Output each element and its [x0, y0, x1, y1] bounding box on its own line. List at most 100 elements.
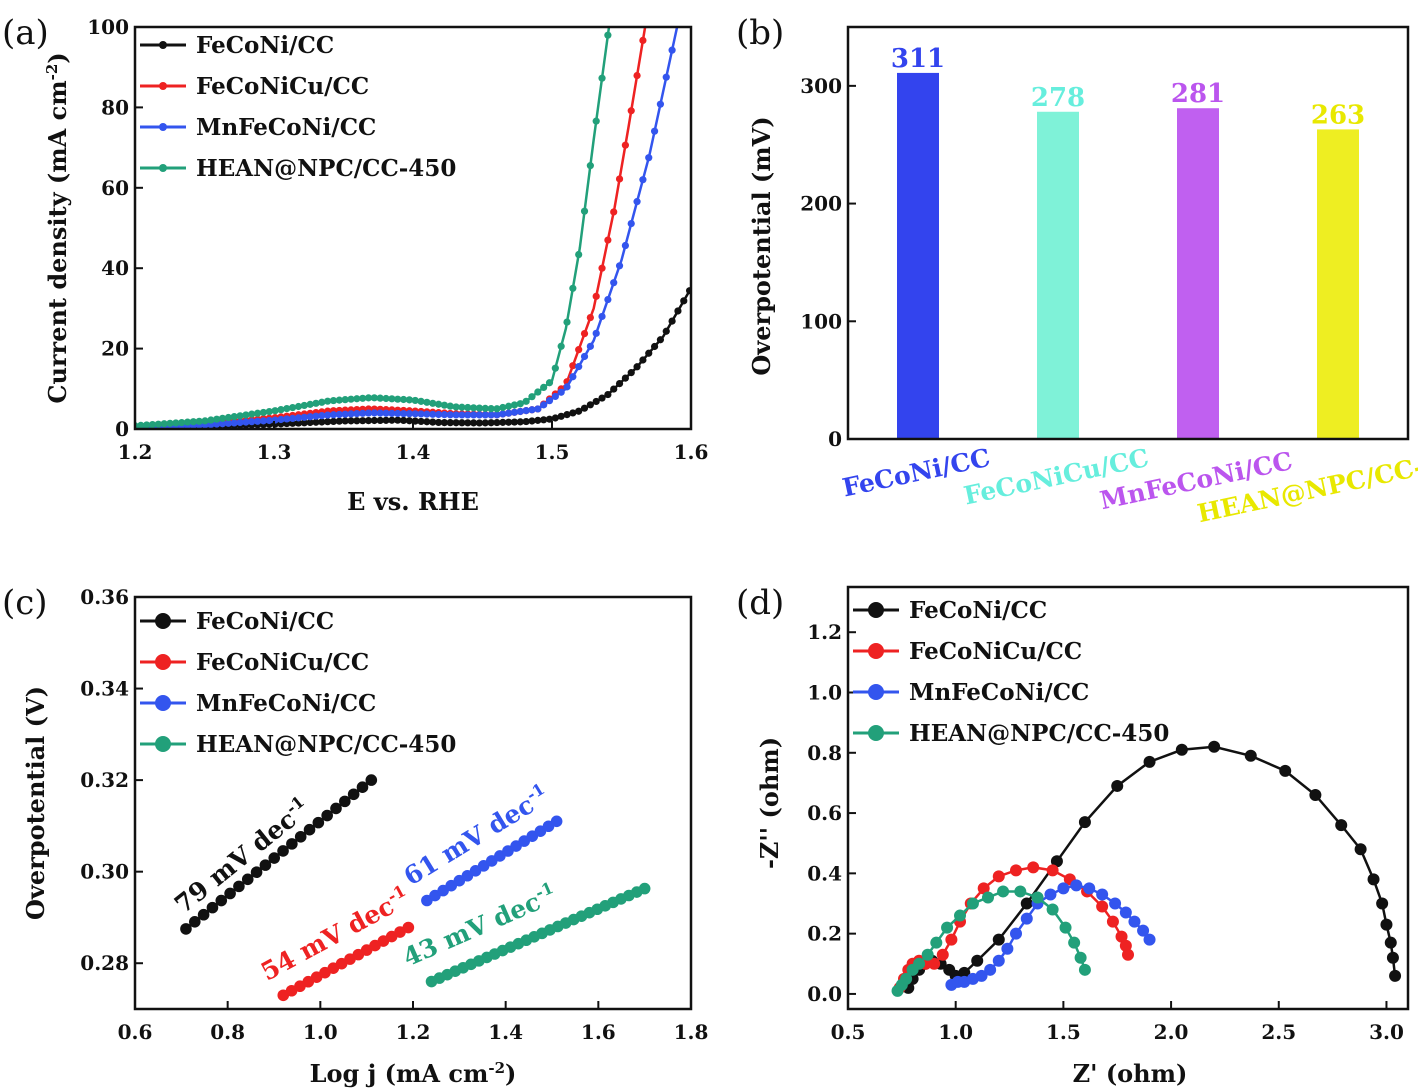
data-point	[265, 416, 273, 425]
data-point	[510, 401, 519, 409]
data-point	[242, 418, 250, 426]
data-point	[481, 419, 489, 427]
legend-marker	[159, 41, 167, 49]
data-point	[213, 420, 221, 428]
data-point	[1354, 843, 1367, 856]
data-point	[215, 894, 228, 907]
data-point	[528, 417, 536, 425]
data-point	[312, 418, 320, 426]
y-tick-label: 100	[800, 309, 842, 333]
data-point	[294, 419, 303, 427]
legend-marker	[868, 684, 884, 700]
data-point	[178, 418, 186, 427]
panel-b-label: (b)	[736, 13, 784, 53]
legend-marker	[155, 613, 171, 629]
series-feconicu-cc	[893, 861, 1134, 994]
legend-marker	[155, 736, 171, 752]
data-point	[289, 403, 297, 412]
data-point	[1115, 930, 1128, 943]
data-point	[339, 795, 351, 808]
data-point	[569, 409, 577, 417]
x-tick-label: 1.4	[396, 440, 431, 464]
data-point	[1208, 740, 1221, 753]
legend-marker	[159, 164, 167, 172]
bar-value-label: 278	[1031, 83, 1085, 113]
legend-label: HEAN@NPC/CC-450	[196, 731, 456, 758]
data-point	[1384, 936, 1397, 949]
x-tick-label: 0.6	[118, 1020, 153, 1044]
data-point	[1068, 936, 1081, 949]
data-point	[510, 408, 519, 416]
data-point	[417, 397, 425, 405]
x-tick-label: 1.6	[674, 440, 709, 464]
y-tick-label: 0.8	[807, 741, 842, 765]
data-point	[143, 421, 151, 429]
y-tick-label: 0.30	[80, 860, 129, 884]
y-tick-label: 0	[828, 427, 842, 451]
data-point	[1096, 900, 1109, 913]
data-point	[318, 398, 326, 406]
data-point	[405, 417, 413, 425]
data-point	[481, 404, 489, 412]
data-point	[434, 410, 443, 419]
bar-hean-npc-cc-450	[1317, 129, 1359, 439]
data-point	[1244, 749, 1257, 762]
data-point	[1109, 897, 1122, 910]
data-point	[592, 329, 600, 337]
data-point	[575, 346, 583, 354]
data-point	[353, 417, 361, 425]
data-point	[417, 410, 425, 418]
data-point	[551, 414, 559, 422]
data-point	[650, 127, 659, 135]
data-point	[1083, 882, 1096, 895]
data-point	[528, 406, 536, 414]
data-point	[470, 411, 478, 419]
data-point	[1078, 816, 1091, 829]
data-point	[930, 936, 943, 949]
data-point	[324, 397, 332, 405]
data-point	[604, 390, 612, 399]
bar-mnfeconi-cc	[1177, 108, 1219, 440]
data-point	[900, 972, 913, 985]
data-point	[423, 398, 431, 406]
legend-marker	[159, 123, 167, 131]
data-point	[300, 413, 308, 421]
y-tick-label: 0.6	[807, 801, 842, 825]
data-point	[569, 373, 577, 381]
data-point	[452, 411, 460, 419]
x-tick-label: 0.8	[210, 1020, 245, 1044]
data-point	[540, 401, 548, 409]
legend-label: HEAN@NPC/CC-450	[196, 155, 456, 182]
data-point	[347, 395, 355, 403]
data-point	[306, 418, 314, 427]
data-point	[540, 416, 548, 424]
data-point	[580, 404, 589, 412]
data-point	[201, 417, 209, 425]
data-point	[475, 411, 484, 419]
data-point	[353, 410, 361, 418]
data-point	[382, 409, 390, 417]
legend-label: HEAN@NPC/CC-450	[909, 720, 1169, 747]
y-tick-label: 100	[87, 15, 129, 39]
data-point	[277, 415, 285, 424]
panel-a-label: (a)	[2, 13, 49, 53]
y-tick-label: 1.0	[807, 681, 842, 705]
data-point	[329, 417, 338, 426]
data-point	[586, 401, 594, 409]
series-line	[135, 287, 691, 429]
data-point	[627, 219, 635, 228]
data-point	[188, 916, 201, 928]
data-point	[680, 297, 688, 305]
data-point	[966, 897, 979, 910]
data-point	[294, 414, 303, 422]
data-point	[592, 292, 600, 300]
panel-a-line-chart: (a) 1.2 1.3 1.4 1.5 1.6 0 20 40 60 80 100 E vs. RH…	[2, 13, 708, 516]
data-point	[277, 845, 289, 857]
data-point	[1380, 918, 1393, 931]
data-point	[329, 396, 338, 405]
data-point	[429, 399, 437, 407]
data-point	[312, 816, 325, 829]
data-point	[928, 957, 941, 970]
data-point	[318, 418, 326, 426]
